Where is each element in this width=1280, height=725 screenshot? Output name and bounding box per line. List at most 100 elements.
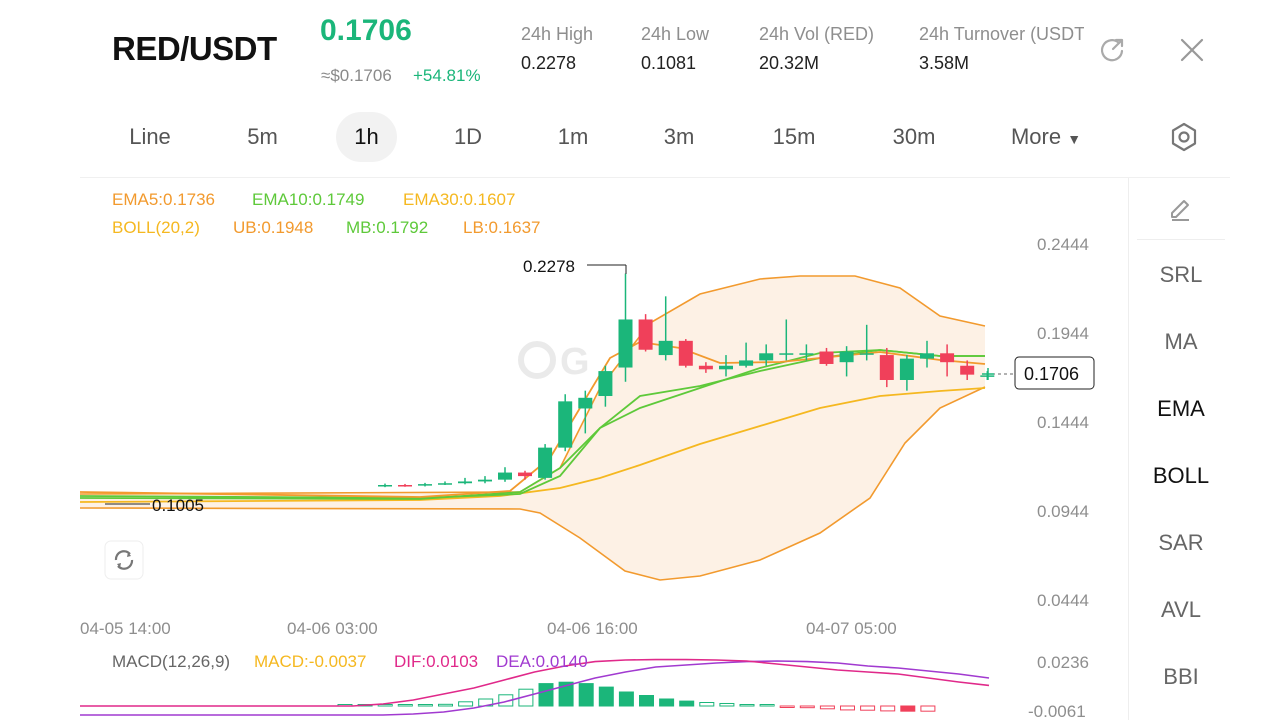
legend-boll: BOLL(20,2) xyxy=(112,218,200,237)
tab-30m[interactable]: 30m xyxy=(892,124,936,149)
macd-histogram-bar xyxy=(759,704,775,707)
macd-legend-name: MACD(12,26,9) xyxy=(112,652,231,671)
macd-histogram-bar xyxy=(799,705,815,709)
x-tick-label: 04-06 03:00 xyxy=(287,619,378,638)
macd-histogram-bar xyxy=(739,704,755,707)
close-icon[interactable] xyxy=(1176,34,1208,66)
macd-panel: 0.0236 -0.0061 xyxy=(80,653,1089,721)
candle-body xyxy=(960,365,975,375)
indicator-boll[interactable]: BOLL xyxy=(1152,463,1210,488)
macd-histogram-bar xyxy=(880,705,896,712)
high-price-label: 0.2278 xyxy=(523,257,575,276)
macd-histogram-bar xyxy=(558,681,574,707)
stat-high-value: 0.2278 xyxy=(521,53,577,73)
macd-histogram-bar xyxy=(900,705,916,712)
candle-body xyxy=(678,340,693,366)
candle-body xyxy=(739,360,754,366)
tab-1h[interactable]: 1h xyxy=(336,112,397,162)
candle-body xyxy=(638,319,653,350)
indicator-sidebar: SRL MA EMA BOLL SAR AVL BBI xyxy=(1128,178,1232,720)
tab-5m[interactable]: 5m xyxy=(247,124,278,149)
legend-mb: MB:0.1792 xyxy=(346,218,429,237)
more-dropdown[interactable]: More ▼ xyxy=(996,112,1096,162)
macd-histogram-bar xyxy=(819,705,835,710)
divider xyxy=(80,177,1230,178)
candle-body xyxy=(899,358,914,380)
candle-body xyxy=(879,355,894,380)
candlesticks xyxy=(378,273,995,488)
indicator-sar[interactable]: SAR xyxy=(1158,530,1204,555)
macd-legend-dea: DEA:0.0140 xyxy=(496,652,588,671)
candle-body xyxy=(438,483,452,485)
last-price-marker: 0.1706 xyxy=(982,356,1095,390)
candle-body xyxy=(478,479,492,482)
macd-dif-line xyxy=(80,658,990,707)
indicator-bbi[interactable]: BBI xyxy=(1163,664,1199,689)
macd-y-tick-label: 0.0236 xyxy=(1037,653,1089,672)
candle-body xyxy=(920,353,934,359)
stat-volume-label: 24h Vol (RED) xyxy=(759,24,875,44)
indicator-ma[interactable]: MA xyxy=(1164,329,1198,354)
indicator-avl[interactable]: AVL xyxy=(1161,597,1201,622)
macd-histogram-bar xyxy=(417,704,433,707)
x-tick-label: 04-07 05:00 xyxy=(806,619,897,638)
reset-zoom-icon[interactable] xyxy=(104,540,144,580)
stat-low-value: 0.1081 xyxy=(641,53,697,73)
stat-high-label: 24h High xyxy=(521,24,594,44)
ema30-line xyxy=(79,387,986,503)
x-tick-label: 04-05 14:00 xyxy=(80,619,171,638)
kline-chart[interactable]: G 0.2444 0.1944 0.1444 0.0944 0.0444 04-05 1… xyxy=(0,178,1128,721)
low-marker: 0.1005 xyxy=(105,496,204,515)
macd-histogram-bar xyxy=(578,683,594,707)
candle-body xyxy=(418,484,432,486)
legend-ub: UB:0.1948 xyxy=(233,218,314,237)
macd-histogram-bar xyxy=(458,701,474,707)
bollinger-lower-line xyxy=(79,386,986,581)
macd-histogram-bar xyxy=(860,705,876,711)
tab-3m[interactable]: 3m xyxy=(663,124,695,149)
svg-text:G: G xyxy=(560,341,590,383)
candle-body xyxy=(658,340,673,356)
stat-turnover-value: 3.58M xyxy=(919,53,970,73)
sidebar-divider xyxy=(1137,239,1225,240)
macd-y-tick-label: -0.0061 xyxy=(1028,702,1086,720)
share-icon[interactable] xyxy=(1096,34,1128,66)
stat-volume-value: 20.32M xyxy=(759,53,820,73)
candle-body xyxy=(558,401,573,448)
candle-body xyxy=(518,472,532,477)
settings-hexagon-icon[interactable] xyxy=(1168,121,1200,153)
macd-histogram-bar xyxy=(719,702,735,707)
macd-histogram-bar xyxy=(779,705,795,708)
candle-body xyxy=(458,481,472,484)
macd-legend-macd: MACD:-0.0037 xyxy=(254,652,367,671)
candle-body xyxy=(398,485,412,487)
candle-body xyxy=(498,472,512,480)
macd-histogram-bar xyxy=(397,704,413,707)
bollinger-fill xyxy=(80,276,985,580)
low-price-label: 0.1005 xyxy=(152,496,204,515)
candle-body xyxy=(819,351,834,364)
macd-histogram-bar xyxy=(679,700,695,707)
indicator-srl[interactable]: SRL xyxy=(1159,262,1203,287)
x-tick-label: 04-06 16:00 xyxy=(547,619,638,638)
candle-body xyxy=(618,319,633,368)
macd-histogram-bar xyxy=(438,703,453,707)
candle-body xyxy=(859,353,874,355)
macd-histogram-bar xyxy=(699,702,715,707)
high-marker: 0.2278 xyxy=(523,257,627,276)
more-label: More xyxy=(1010,124,1062,149)
candle-body xyxy=(839,351,854,363)
pencil-icon[interactable] xyxy=(1165,193,1195,223)
indicator-ema[interactable]: EMA xyxy=(1157,396,1205,421)
tab-line[interactable]: Line xyxy=(129,124,171,149)
macd-histogram-bar xyxy=(639,695,654,707)
stat-low-label: 24h Low xyxy=(641,24,710,44)
time-axis: 04-05 14:00 04-06 03:00 04-06 16:00 04-07 0… xyxy=(80,619,897,638)
tab-15m[interactable]: 15m xyxy=(772,124,816,149)
stat-turnover-clip: 24h Turnover (USDT) xyxy=(919,24,1084,45)
y-tick-label: 0.1944 xyxy=(1037,324,1089,343)
chart-canvas[interactable]: G 0.2444 0.1944 0.1444 0.0944 0.0444 04-05 1… xyxy=(0,178,1128,721)
tab-1d[interactable]: 1D xyxy=(453,124,483,149)
macd-histogram-bar xyxy=(598,686,614,707)
tab-1m[interactable]: 1m xyxy=(557,124,589,149)
